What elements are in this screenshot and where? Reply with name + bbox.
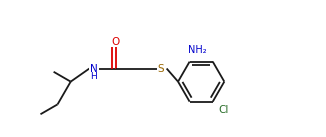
- Text: N: N: [90, 64, 97, 73]
- Text: S: S: [157, 64, 164, 73]
- Text: NH₂: NH₂: [188, 45, 207, 55]
- Text: Cl: Cl: [218, 105, 229, 115]
- Text: H: H: [90, 72, 97, 81]
- Text: O: O: [111, 37, 120, 47]
